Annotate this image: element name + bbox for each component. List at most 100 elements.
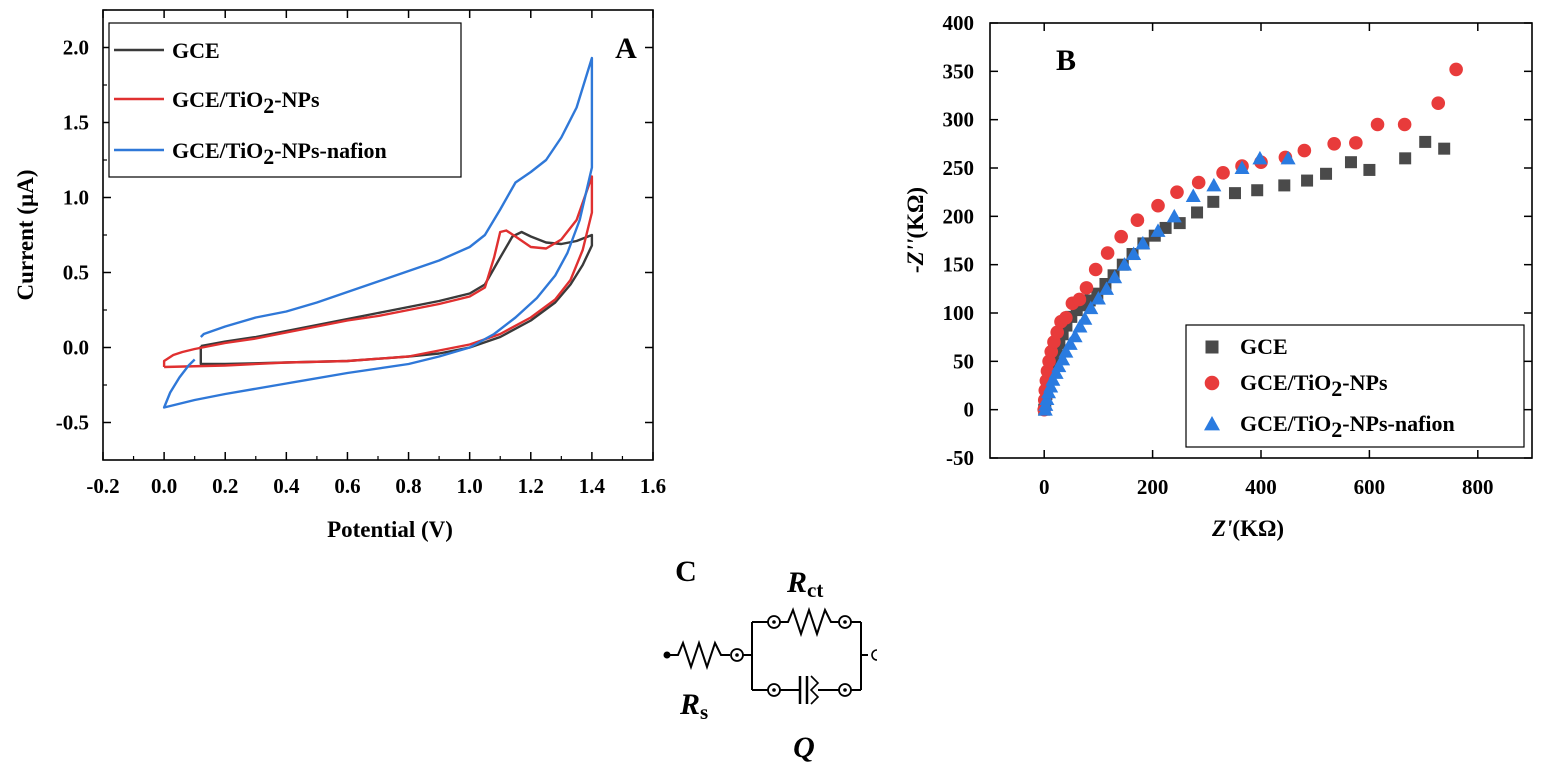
nyquist-point-gce	[1207, 195, 1220, 208]
panel-a-cyclic-voltammetry: -0.2 0.0 0.2 0.4 0.6 0.8 1.0 1.2 1.4 1.6 -0.5 0.0 0.…	[13, 9, 666, 542]
nyquist-point-gce-tio2-nps	[1088, 262, 1103, 277]
nyquist-point-gce-tio2-nps-nafion	[1126, 246, 1142, 261]
nyquist-point-gce-tio2-nps	[1114, 229, 1128, 244]
nyquist-point-gce	[1251, 184, 1264, 197]
circuit-node-bottom-right	[838, 683, 852, 697]
plot-b-tick-labels: 0 200 400 600 800 -50 0 50 100 150 200 250 300 350 400	[943, 11, 1494, 499]
plot-b-y-axis-label: -Z''(KΩ)	[903, 187, 928, 273]
nyquist-point-gce	[1419, 135, 1432, 148]
plot-b-x-tick-label: 0	[1039, 475, 1050, 499]
plot-b-y-tick-label: -50	[946, 446, 974, 470]
nyquist-point-gce-tio2-nps-nafion	[1090, 291, 1106, 305]
plot-a-axis-ticks	[102, 9, 654, 460]
nyquist-point-gce-tio2-nps	[1349, 136, 1363, 150]
plot-a-x-tick-label: 0.6	[334, 474, 360, 498]
nyquist-point-gce	[1344, 156, 1357, 169]
nyquist-point-gce-tio2-nps	[1191, 175, 1206, 190]
plot-a-legend-box	[108, 22, 462, 178]
nyquist-point-gce	[1320, 167, 1333, 180]
legend-a-label-gce-tio2: GCE/TiO2-NPs	[172, 87, 320, 118]
nyquist-point-gce-tio2-nps-nafion	[1116, 257, 1132, 271]
nyquist-point-gce	[1363, 163, 1376, 176]
nyquist-point-gce	[1191, 206, 1204, 219]
plot-b-x-tick-label: 600	[1354, 475, 1386, 499]
plot-a-y-tick-label: 0.0	[63, 336, 89, 360]
circuit-label-q: Q	[793, 731, 815, 764]
legend-a-label-gce-tio2-nafion: GCE/TiO2-NPs-nafion	[172, 138, 387, 169]
nyquist-point-gce-tio2-nps-nafion	[1045, 372, 1061, 386]
nyquist-point-gce-tio2-nps	[1449, 62, 1463, 77]
circuit-output-terminal	[871, 649, 878, 661]
nyquist-point-gce-tio2-nps-nafion	[1083, 300, 1099, 315]
nyquist-point-gce	[1159, 221, 1172, 234]
circuit-cpe-q	[798, 675, 820, 705]
plot-a-x-tick-label: -0.2	[86, 474, 119, 498]
nyquist-point-gce-tio2-nps-nafion	[1234, 160, 1250, 174]
nyquist-point-gce	[1438, 142, 1451, 155]
nyquist-point-gce-tio2-nps	[1079, 281, 1094, 295]
nyquist-point-gce-tio2-nps	[1431, 96, 1446, 111]
nyquist-point-gce-tio2-nps-nafion	[1058, 344, 1074, 358]
nyquist-point-gce-tio2-nps-nafion	[1072, 319, 1088, 333]
nyquist-point-gce-tio2-nps-nafion	[1107, 269, 1123, 284]
plot-b-series	[1037, 62, 1463, 417]
nyquist-point-gce	[1301, 174, 1314, 187]
nyquist-point-gce-tio2-nps	[1151, 198, 1165, 213]
plot-a-y-tick-label: 0.5	[63, 261, 89, 285]
nyquist-point-gce-tio2-nps-nafion	[1077, 311, 1093, 325]
plot-a-tick-labels: -0.2 0.0 0.2 0.4 0.6 0.8 1.0 1.2 1.4 1.6 -0.5 0.0 0.…	[56, 36, 666, 499]
circuit-node-left	[730, 648, 744, 662]
nyquist-point-gce-tio2-nps	[1297, 143, 1312, 158]
panel-b-nyquist-plot: 0 200 400 600 800 -50 0 50 100 150 200 250 300 350 400…	[903, 11, 1533, 541]
nyquist-point-gce-tio2-nps	[1216, 166, 1230, 180]
plot-b-legend-box	[1185, 324, 1525, 448]
plot-a-legend: GCE GCE/TiO2-NPs GCE/TiO2-NPs-nafion	[108, 22, 462, 178]
legend-b-label-gce-tio2: GCE/TiO2-NPs	[1240, 370, 1388, 401]
plot-a-panel-label: A	[615, 32, 637, 65]
nyquist-point-gce-tio2-nps-nafion	[1185, 188, 1201, 203]
plot-b-axis-ticks	[990, 22, 1532, 459]
plot-a-x-axis-label: Potential (V)	[327, 517, 453, 542]
legend-b-marker-gce	[1205, 340, 1219, 354]
nyquist-point-gce	[1399, 152, 1412, 165]
nyquist-point-gce-tio2-nps	[1397, 117, 1412, 132]
nyquist-point-gce-tio2-nps-nafion	[1051, 358, 1067, 373]
nyquist-point-gce-tio2-nps-nafion	[1252, 150, 1268, 165]
plot-b-y-tick-label: 350	[943, 59, 975, 83]
legend-b-marker-gce-tio2-nps-nafion	[1204, 416, 1220, 431]
panel-c-label: C	[675, 555, 697, 588]
legend-b-label-gce-tio2-nafion: GCE/TiO2-NPs-nafion	[1240, 411, 1455, 442]
plot-b-legend-markers	[1204, 340, 1220, 431]
plot-b-y-tick-label: 300	[943, 108, 975, 132]
plot-a-x-tick-label: 0.0	[151, 474, 177, 498]
circuit-label-rs: Rs	[679, 688, 708, 724]
plot-a-x-tick-label: 1.6	[640, 474, 666, 498]
plot-b-x-tick-label: 800	[1462, 475, 1494, 499]
cv-curve-gce	[199, 230, 594, 366]
plot-b-y-tick-label: 100	[943, 301, 975, 325]
nyquist-point-gce-tio2-nps-nafion	[1043, 378, 1059, 393]
nyquist-point-gce-tio2-nps	[1100, 246, 1115, 260]
nyquist-point-gce-tio2-nps-nafion	[1135, 235, 1151, 250]
nyquist-point-gce-tio2-nps-nafion	[1166, 208, 1182, 223]
nyquist-point-gce	[1278, 179, 1291, 192]
legend-b-marker-gce-tio2-nps	[1204, 375, 1220, 391]
plot-a-y-tick-label: 1.0	[63, 186, 89, 210]
nyquist-point-gce	[1228, 187, 1241, 200]
cv-curve-gce-tio2-nps-nafion	[162, 56, 594, 409]
plot-a-x-tick-label: 1.0	[457, 474, 483, 498]
legend-b-label-gce: GCE	[1240, 334, 1288, 359]
plot-b-x-tick-label: 400	[1245, 475, 1277, 499]
plot-b-panel-label: B	[1056, 44, 1076, 77]
circuit-resistor-rct	[780, 606, 839, 638]
nyquist-point-gce-tio2-nps	[1170, 185, 1184, 199]
plot-b-y-tick-label: 400	[943, 11, 975, 35]
plot-b-y-tick-label: 150	[943, 253, 975, 277]
plot-a-y-axis-label: Current (µA)	[13, 170, 38, 301]
cv-curve-gce-tio2-nps	[162, 175, 594, 369]
plot-a-x-tick-label: 1.4	[579, 474, 606, 498]
plot-b-y-tick-label: 0	[964, 398, 975, 422]
nyquist-point-gce-tio2-nps	[1130, 213, 1145, 227]
circuit-node-bottom-left	[767, 683, 781, 697]
